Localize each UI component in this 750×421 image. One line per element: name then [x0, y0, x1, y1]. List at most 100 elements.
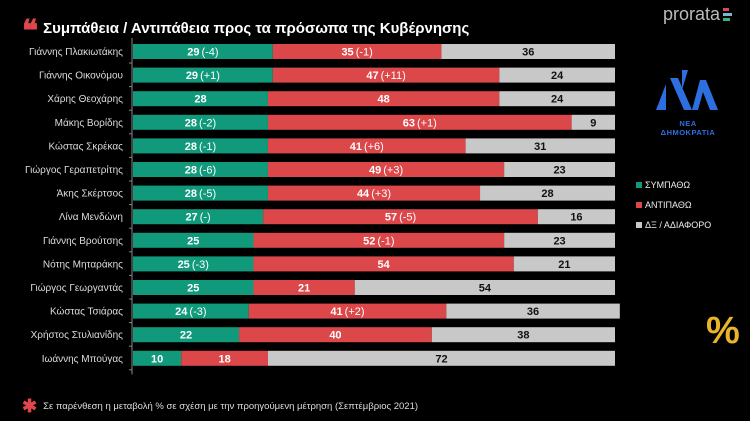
value-label: 25 — [178, 259, 190, 271]
value-label: 72 — [435, 353, 447, 365]
data-label: 24 — [551, 70, 564, 82]
title-text: Συμπάθεια / Αντιπάθεια προς τα πρόσωπα τ… — [43, 19, 470, 37]
bar-segment — [133, 232, 254, 248]
change-label: (+6) — [364, 141, 384, 153]
value-label: 41 — [350, 141, 362, 153]
data-label: 63 (+1) — [403, 117, 437, 129]
category-label: Άκης Σκέρτσος — [57, 188, 124, 200]
value-label: 47 — [366, 70, 378, 82]
data-label: 25 (-3) — [178, 259, 209, 271]
category-label: Κώστας Τσιάρας — [50, 306, 123, 318]
data-label: 28 (-2) — [185, 117, 216, 129]
change-label: (-3) — [192, 259, 209, 271]
change-label: (-3) — [189, 306, 206, 318]
bar-segment — [267, 162, 505, 177]
data-label: 29 (+1) — [186, 70, 220, 82]
legend-swatch — [636, 182, 642, 188]
value-label: 41 — [330, 306, 342, 318]
value-label: 48 — [378, 94, 390, 106]
value-label: 27 — [185, 212, 197, 224]
bar-segment — [133, 114, 268, 130]
value-label: 25 — [187, 283, 199, 295]
bar-segment — [133, 256, 254, 272]
data-label: 24 (-3) — [175, 306, 206, 318]
brand-text: prorata — [662, 4, 720, 24]
value-label: 23 — [553, 235, 565, 247]
data-label: 48 — [378, 94, 390, 106]
data-label: 36 — [522, 47, 534, 59]
value-label: 31 — [534, 141, 546, 153]
change-label: (+1) — [200, 70, 220, 82]
value-label: 28 — [185, 188, 197, 200]
data-label: 28 (-6) — [185, 165, 216, 177]
value-label: 21 — [298, 283, 310, 295]
value-label: 54 — [378, 259, 391, 271]
change-label: (-5) — [399, 212, 416, 224]
value-label: 28 — [194, 94, 206, 106]
category-label: Γιάννης Βρούτσης — [43, 235, 123, 247]
data-label: 57 (-5) — [385, 212, 416, 224]
data-label: 23 — [553, 235, 565, 247]
data-label: 23 — [553, 165, 565, 177]
bar-segment — [133, 327, 240, 343]
data-label: 16 — [570, 212, 582, 224]
bar-segment — [267, 185, 481, 201]
footnote: ✱ Σε παρένθεση η μεταβολή % σε σχέση με … — [22, 396, 418, 417]
bar-segment — [513, 256, 615, 272]
value-label: 9 — [590, 117, 596, 129]
prorata-logo: prorata — [663, 4, 732, 25]
bar-segment — [499, 67, 615, 83]
bar-segment — [133, 44, 273, 59]
data-label: 28 (-5) — [185, 188, 216, 200]
bar-segment — [133, 67, 273, 83]
bar-segment — [267, 350, 615, 366]
bar-segment — [499, 91, 615, 107]
percent-icon: % — [706, 310, 740, 352]
data-label: 54 — [378, 259, 391, 271]
value-label: 18 — [218, 353, 230, 365]
bar-segment — [446, 303, 620, 319]
bar-segment — [133, 162, 268, 177]
value-label: 24 — [551, 70, 564, 82]
bar-segment — [272, 44, 442, 59]
bar-segment — [480, 185, 615, 201]
value-label: 24 — [551, 94, 564, 106]
data-label: 38 — [517, 330, 529, 342]
value-label: 28 — [185, 165, 197, 177]
bar-segment — [272, 67, 500, 83]
bar-segment — [253, 256, 514, 272]
data-label: 24 — [551, 94, 564, 106]
value-label: 29 — [187, 47, 199, 59]
category-label: Γιάννης Πλακιωτάκης — [29, 46, 123, 58]
category-label: Γιώργος Γεωργαντάς — [30, 282, 123, 294]
bar-segment — [263, 209, 538, 225]
value-label: 49 — [369, 165, 381, 177]
data-label: 22 — [180, 330, 192, 342]
bar-segment — [133, 185, 268, 201]
bar-segment — [133, 303, 249, 319]
bar-segment — [267, 138, 466, 154]
brand-bars-icon — [723, 8, 732, 21]
value-label: 63 — [403, 117, 415, 129]
change-label: (-6) — [199, 165, 216, 177]
chart-title: ❝ Συμπάθεια / Αντιπάθεια προς τα πρόσωπα… — [22, 9, 469, 47]
value-label: 52 — [363, 235, 375, 247]
bar-segment — [133, 91, 268, 107]
change-label: (-1) — [199, 141, 216, 153]
data-label: 28 (-1) — [185, 141, 216, 153]
data-label: 41 (+2) — [330, 306, 364, 318]
bar-segment — [253, 232, 505, 248]
change-label: (+3) — [371, 188, 391, 200]
data-label: 21 — [298, 283, 310, 295]
change-label: (-1) — [377, 235, 394, 247]
data-label: 21 — [558, 259, 570, 271]
category-label: Λίνα Μενδώνη — [59, 211, 123, 223]
value-label: 23 — [553, 165, 565, 177]
category-label: Χάρης Θεοχάρης — [47, 93, 123, 105]
data-label: 49 (+3) — [369, 165, 403, 177]
change-label: (+11) — [381, 70, 406, 82]
category-label: Νότης Μηταράκης — [43, 258, 123, 270]
bar-segment — [354, 280, 615, 295]
bar-segment — [239, 327, 432, 343]
